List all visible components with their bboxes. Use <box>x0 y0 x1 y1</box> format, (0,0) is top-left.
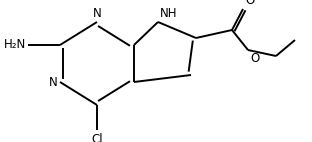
Text: NH: NH <box>160 7 178 20</box>
Text: H₂N: H₂N <box>4 38 26 52</box>
Text: N: N <box>93 7 101 20</box>
Text: O: O <box>250 52 259 65</box>
Text: Cl: Cl <box>91 133 103 142</box>
Text: O: O <box>245 0 254 7</box>
Text: N: N <box>49 76 58 88</box>
